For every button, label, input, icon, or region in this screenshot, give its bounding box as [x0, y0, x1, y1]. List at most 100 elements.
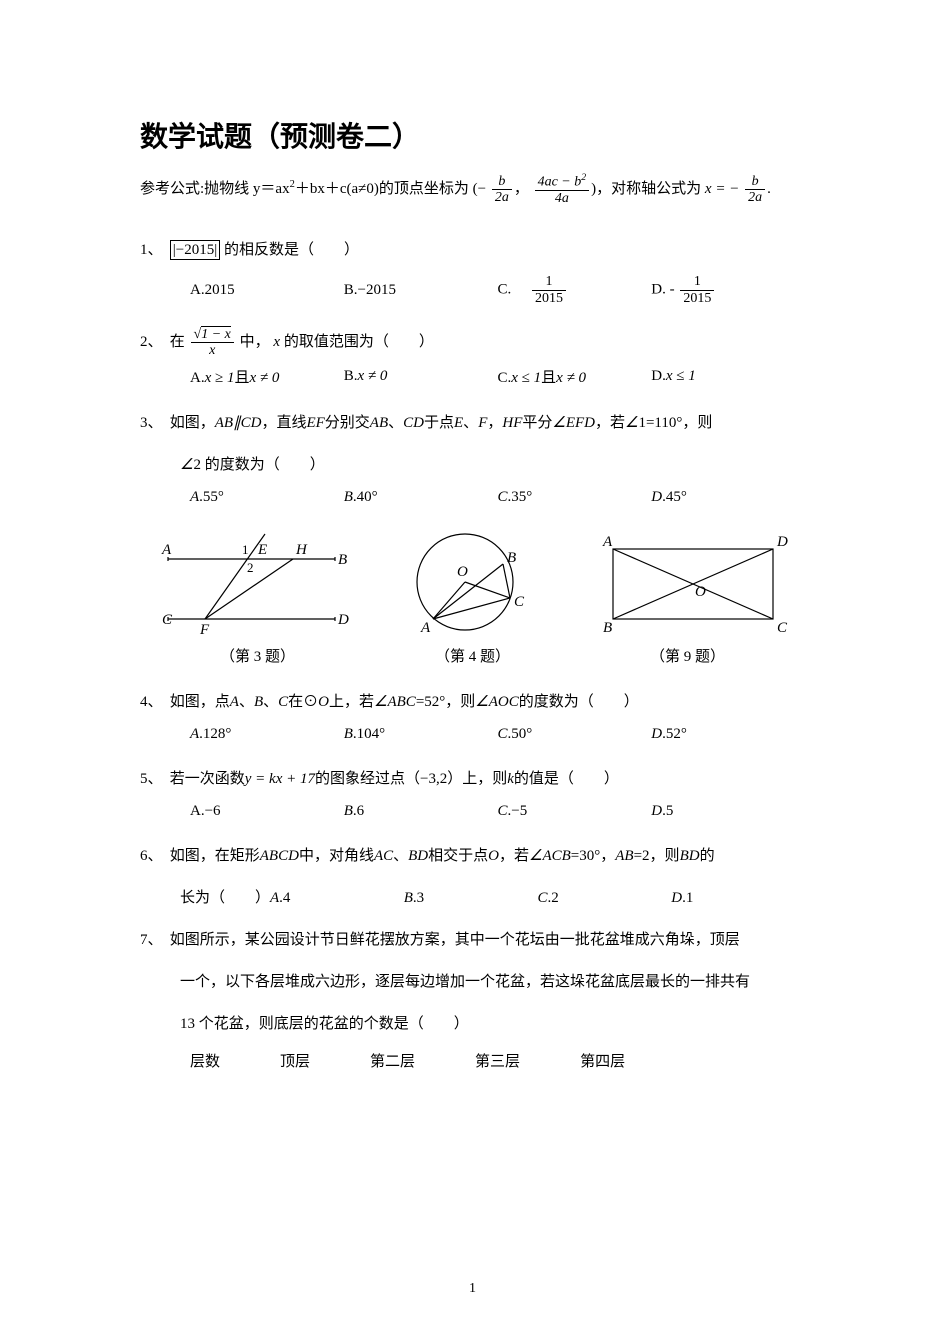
- svg-text:A: A: [161, 542, 172, 558]
- col-layer: 层数: [190, 1050, 220, 1071]
- col-2: 第二层: [370, 1050, 415, 1071]
- svg-text:D: D: [776, 534, 788, 550]
- option-a: A.55°: [190, 489, 344, 506]
- option-d: D.5: [651, 803, 805, 820]
- question-2: 2、 在 √1 − x x 中， x 的取值范围为（ ）: [140, 324, 805, 360]
- option-c: C. 12015: [498, 274, 652, 306]
- question-1: 1、 |−2015| 的相反数是（ ）: [140, 232, 805, 268]
- svg-text:A: A: [602, 534, 613, 550]
- option-d: D. - 12015: [651, 274, 805, 306]
- question-text: 如图所示，某公园设计节日鲜花摆放方案，其中一个花坛由一批花盆堆成六角垛，顶层: [170, 932, 740, 948]
- fraction: 4ac − b2 4a: [535, 173, 590, 206]
- option-c: C.x ≤ 1且x ≠ 0: [498, 366, 652, 387]
- fraction-bot: 2a: [745, 190, 765, 205]
- question-4-options: A.128° B.104° C.50° D.52°: [140, 726, 805, 743]
- col-top: 顶层: [280, 1050, 310, 1071]
- question-6: 6、 如图，在矩形ABCD中，对角线AC、BD相交于点O，若∠ACB=30°，A…: [140, 838, 805, 874]
- question-3: 3、 如图，AB∥CD，直线EF分别交AB、CD于点E、F，HF平分∠EFD，若…: [140, 405, 805, 441]
- svg-text:E: E: [257, 542, 267, 558]
- question-4: 4、 如图，点A、B、C在⊙O上，若∠ABC=52°，则∠AOC的度数为（ ）: [140, 684, 805, 720]
- caption-q9: （第 9 题）: [580, 645, 795, 666]
- col-3: 第三层: [475, 1050, 520, 1071]
- question-5-options: A.−6 B.6 C.−5 D.5: [140, 803, 805, 820]
- question-number: 4、: [140, 684, 166, 720]
- caption-q3: （第 3 题）: [150, 645, 365, 666]
- option-a: A.4: [270, 880, 404, 916]
- caption-q4: （第 4 题）: [365, 645, 580, 666]
- svg-text:O: O: [457, 564, 468, 580]
- option-b: B.6: [344, 803, 498, 820]
- svg-text:A: A: [420, 620, 431, 636]
- figure-captions: （第 3 题） （第 4 题） （第 9 题）: [140, 645, 805, 666]
- svg-text:F: F: [199, 622, 210, 638]
- option-d: D.x ≤ 1: [651, 368, 805, 385]
- question-7: 7、 如图所示，某公园设计节日鲜花摆放方案，其中一个花坛由一批花盆堆成六角垛，顶…: [140, 922, 805, 958]
- document-page: 数学试题（预测卷二） 参考公式:抛物线 y＝ax2＋bx＋c(a≠0)的顶点坐标…: [0, 0, 945, 1337]
- option-c: C.2: [538, 880, 672, 916]
- option-c: C.35°: [498, 489, 652, 506]
- question-number: 5、: [140, 761, 166, 797]
- formula-text: 参考公式:抛物线 y＝ax: [140, 181, 290, 197]
- option-a: A.2015: [190, 282, 344, 299]
- figure-q4: O A B C: [383, 524, 553, 639]
- option-b: B.−2015: [344, 282, 498, 299]
- svg-text:C: C: [514, 594, 525, 610]
- question-2-options: A.x ≥ 1且x ≠ 0 B.x ≠ 0 C.x ≤ 1且x ≠ 0 D.x …: [140, 366, 805, 387]
- fraction: b 2a: [745, 174, 765, 206]
- question-7-line3: 13 个花盆，则底层的花盆的个数是（ ）: [140, 1006, 805, 1042]
- question-number: 1、: [140, 232, 166, 268]
- question-text: 的相反数是（ ）: [224, 242, 359, 258]
- fraction-bot: 2a: [492, 190, 512, 205]
- svg-text:B: B: [507, 550, 516, 566]
- svg-text:B: B: [338, 552, 347, 568]
- figure-q9: A D B C O: [585, 524, 795, 639]
- question-7-line2: 一个，以下各层堆成六边形，逐层每边增加一个花盆，若这垛花盆底层最长的一排共有: [140, 964, 805, 1000]
- question-text: 在: [170, 334, 185, 350]
- svg-text:H: H: [295, 542, 308, 558]
- option-d: D.45°: [651, 489, 805, 506]
- question-1-options: A.2015 B.−2015 C. 12015 D. - 12015: [140, 274, 805, 306]
- option-d: D.52°: [651, 726, 805, 743]
- page-title: 数学试题（预测卷二）: [140, 115, 805, 155]
- question-number: 3、: [140, 405, 166, 441]
- svg-text:C: C: [162, 612, 173, 628]
- fraction-top: 4ac − b2: [535, 173, 590, 191]
- question-3-line2: ∠2 的度数为（ ）: [140, 447, 805, 483]
- formula-text: ＋bx＋c(a≠0)的顶点坐标为 (−: [295, 181, 486, 197]
- option-b: B.x ≠ 0: [344, 368, 498, 385]
- question-number: 6、: [140, 838, 166, 874]
- fraction-top: b: [492, 174, 512, 190]
- question-text: 中，: [240, 334, 270, 350]
- reference-formula: 参考公式:抛物线 y＝ax2＋bx＋c(a≠0)的顶点坐标为 (− b 2a ，…: [140, 173, 805, 206]
- formula-eq: x = −: [705, 181, 739, 197]
- page-number: 1: [0, 1281, 945, 1297]
- question-3-options: A.55° B.40° C.35° D.45°: [140, 489, 805, 506]
- svg-text:C: C: [777, 620, 788, 636]
- fraction-bot: x: [191, 343, 234, 358]
- option-c: C.−5: [498, 803, 652, 820]
- figure-q3: A B C D E F H 1 2: [150, 524, 350, 639]
- question-text: 的取值范围为（ ）: [284, 334, 434, 350]
- absolute-value: |−2015|: [170, 240, 220, 260]
- layer-table-header: 层数 顶层 第二层 第三层 第四层: [140, 1050, 805, 1071]
- fraction: √1 − x x: [191, 327, 234, 359]
- question-5: 5、 若一次函数y = kx + 17的图象经过点（−3,2）上，则k的值是（ …: [140, 761, 805, 797]
- fraction-bot: 4a: [535, 191, 590, 206]
- option-b: B.3: [404, 880, 538, 916]
- svg-text:B: B: [603, 620, 612, 636]
- fraction: b 2a: [492, 174, 512, 206]
- option-d: D.1: [671, 880, 805, 916]
- formula-text: ，: [514, 181, 529, 197]
- option-a: A.128°: [190, 726, 344, 743]
- col-4: 第四层: [580, 1050, 625, 1071]
- question-6-line2: 长为（ ） A.4 B.3 C.2 D.1: [140, 880, 805, 916]
- svg-text:D: D: [337, 612, 349, 628]
- question-number: 7、: [140, 922, 166, 958]
- option-b: B.40°: [344, 489, 498, 506]
- svg-text:2: 2: [247, 560, 254, 575]
- formula-text: )，对称轴公式为: [591, 181, 701, 197]
- svg-text:1: 1: [242, 542, 249, 557]
- svg-text:O: O: [695, 584, 706, 600]
- question-number: 2、: [140, 324, 166, 360]
- variable: x: [273, 334, 280, 350]
